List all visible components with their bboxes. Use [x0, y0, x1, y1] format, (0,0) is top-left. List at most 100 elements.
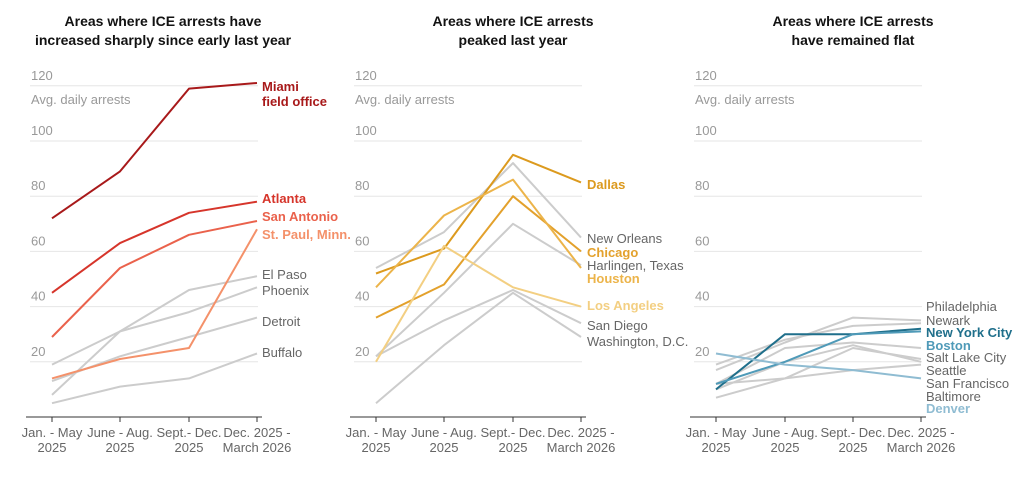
- y-tick-label: 120: [31, 68, 53, 83]
- series-label: Phoenix: [262, 283, 309, 298]
- x-tick-label: Sept.- Dec.: [156, 425, 221, 440]
- series-label: Newark: [926, 313, 971, 328]
- panel-2-title-line: Areas where ICE arrests: [432, 13, 594, 29]
- panel-2-title-line: peaked last year: [458, 32, 568, 48]
- x-tick-label: 2025: [106, 440, 135, 455]
- x-tick-label: 2025: [175, 440, 204, 455]
- series-line-dallas: [375, 153, 582, 275]
- series-label: Washington, D.C.: [587, 334, 688, 349]
- x-tick-label: 2025: [430, 440, 459, 455]
- y-tick-label: 40: [31, 289, 45, 304]
- series-line-san-antonio: [51, 220, 258, 338]
- series-label: Philadelphia: [926, 299, 998, 314]
- y-tick-label: 20: [695, 344, 709, 359]
- series-line-denver: [715, 352, 922, 380]
- series-line-phoenix: [51, 286, 258, 366]
- series-line-boston: [715, 330, 922, 385]
- y-tick-label: 80: [695, 178, 709, 193]
- series-line-harlingen-texas: [375, 222, 582, 358]
- x-tick-label: 2025: [362, 440, 391, 455]
- series-label: San Antonio: [262, 209, 338, 224]
- y-tick-label: 100: [355, 123, 377, 138]
- series-label: Denver: [926, 401, 970, 416]
- x-tick-label: 2025: [38, 440, 67, 455]
- series-line-el-paso: [51, 275, 258, 396]
- panel-2-title: Areas where ICE arrests peaked last year: [363, 12, 663, 50]
- y-tick-label: 60: [31, 233, 45, 248]
- series-label: New York City: [926, 325, 1013, 340]
- series-label: Atlanta: [262, 191, 307, 206]
- x-tick-label: June - Aug.: [752, 425, 818, 440]
- series-line-baltimore: [715, 363, 922, 385]
- panel-1-title-line: Areas where ICE arrests have: [64, 13, 262, 29]
- series-label: San Francisco: [926, 376, 1009, 391]
- y-tick-label: 100: [31, 123, 53, 138]
- y-tick-label: 60: [355, 233, 369, 248]
- series-label: Miami: [262, 79, 299, 94]
- series-line-newark: [715, 322, 922, 366]
- panel-3-title: Areas where ICE arrests have remained fl…: [703, 12, 1003, 50]
- series-label: New Orleans: [587, 231, 663, 246]
- y-tick-label: 120: [695, 68, 717, 83]
- panel-2: 20 40 60 80 100 120 Avg. daily arrests Jan. - M…: [346, 68, 689, 455]
- panel-1-title-line: increased sharply since early last year: [34, 32, 292, 48]
- x-tick-label: Dec. 2025 -: [887, 425, 954, 440]
- series-label: Harlingen, Texas: [587, 258, 684, 273]
- panel-1-title: Areas where ICE arrests have increased s…: [13, 12, 313, 50]
- x-tick-label: 2025: [771, 440, 800, 455]
- series-line-buffalo: [51, 352, 258, 405]
- x-tick-label: Jan. - May: [686, 425, 747, 440]
- series-line-los-angeles: [375, 244, 582, 363]
- y-tick-label: 60: [695, 233, 709, 248]
- series-line-new-orleans: [375, 162, 582, 269]
- series-line-philadelphia: [715, 316, 922, 372]
- series-label: field office: [262, 94, 327, 109]
- panel-3-title-line: have remained flat: [791, 32, 915, 48]
- series-line-san-francisco: [715, 344, 922, 391]
- series-label: Los Angeles: [587, 298, 664, 313]
- series-label: Houston: [587, 271, 640, 286]
- series-line-seattle: [715, 347, 922, 399]
- y-axis-label: Avg. daily arrests: [31, 92, 131, 107]
- series-line-washington-d-c-: [375, 291, 582, 404]
- series-line-miami-field-office: [51, 82, 258, 220]
- series-label: Dallas: [587, 177, 625, 192]
- y-tick-label: 80: [355, 178, 369, 193]
- x-tick-label: June - Aug.: [87, 425, 153, 440]
- panel-3: 20 40 60 80 100 120 Avg. daily arrests Jan. - M…: [686, 68, 1013, 455]
- y-axis-label: Avg. daily arrests: [695, 92, 795, 107]
- series-line-atlanta: [51, 200, 258, 294]
- panel-1: 20 40 60 80 100 120 Avg. daily arrests Jan. - M…: [22, 68, 351, 455]
- x-tick-label: Dec. 2025 -: [223, 425, 290, 440]
- series-label: Buffalo: [262, 345, 302, 360]
- series-label: Detroit: [262, 314, 301, 329]
- x-tick-label: Sept.- Dec.: [480, 425, 545, 440]
- series-label: Boston: [926, 338, 971, 353]
- x-tick-label: Jan. - May: [346, 425, 407, 440]
- y-tick-label: 20: [355, 344, 369, 359]
- y-tick-label: 80: [31, 178, 45, 193]
- y-tick-label: 20: [31, 344, 45, 359]
- series-label: Baltimore: [926, 389, 981, 404]
- series-line-houston: [375, 178, 582, 288]
- x-tick-label: June - Aug.: [411, 425, 477, 440]
- x-tick-label: 2025: [839, 440, 868, 455]
- series-label: El Paso: [262, 267, 307, 282]
- series-label: St. Paul, Minn.: [262, 227, 351, 242]
- x-tick-label: March 2026: [223, 440, 292, 455]
- x-tick-label: March 2026: [887, 440, 956, 455]
- y-tick-label: 120: [355, 68, 377, 83]
- series-line-salt-lake-city: [715, 341, 922, 385]
- x-tick-label: Sept.- Dec.: [820, 425, 885, 440]
- y-tick-label: 40: [695, 289, 709, 304]
- y-tick-label: 100: [695, 123, 717, 138]
- series-label: San Diego: [587, 318, 648, 333]
- x-tick-label: 2025: [702, 440, 731, 455]
- x-tick-label: March 2026: [547, 440, 616, 455]
- series-line-st-paul-minn-: [51, 228, 258, 380]
- x-tick-label: 2025: [499, 440, 528, 455]
- x-tick-label: Jan. - May: [22, 425, 83, 440]
- y-tick-label: 40: [355, 289, 369, 304]
